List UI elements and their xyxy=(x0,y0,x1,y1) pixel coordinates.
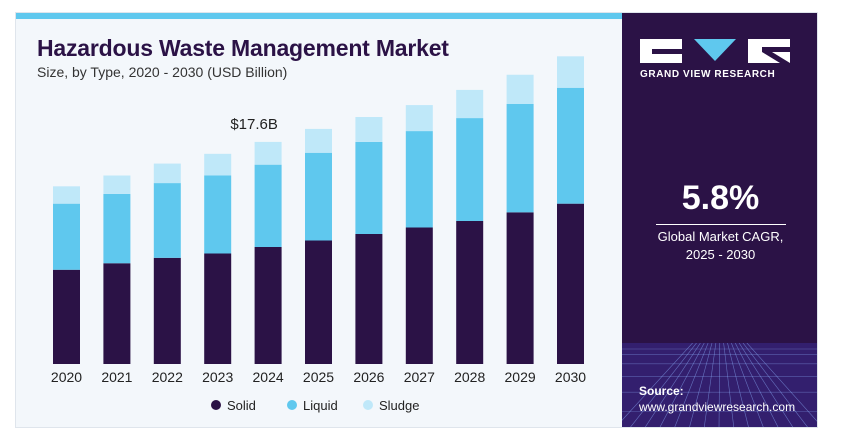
x-tick-label-2021: 2021 xyxy=(101,369,132,385)
bar-sludge-2029 xyxy=(506,74,534,104)
bar-solid-2020 xyxy=(53,269,80,364)
chart-title: Hazardous Waste Management Market xyxy=(37,35,449,61)
bar-sludge-2028 xyxy=(456,89,484,119)
bar-sludge-2025 xyxy=(305,128,332,153)
cagr-label-line-1: Global Market CAGR, xyxy=(657,229,784,244)
bar-solid-2030 xyxy=(557,203,584,364)
bar-liquid-2020 xyxy=(53,203,80,270)
legend-swatch-solid xyxy=(211,400,221,410)
brand-name: GRAND VIEW RESEARCH xyxy=(640,69,776,80)
stacked-bar-chart: 2020 2021 2022 2023 2024 2025 2026 2027 2028 2029… xyxy=(51,56,586,413)
bar-sludge-2020 xyxy=(53,186,80,204)
legend-swatch-sludge xyxy=(363,400,373,410)
bar-liquid-2024 xyxy=(254,164,282,247)
x-tick-label-2024: 2024 xyxy=(253,369,284,385)
bar-solid-2027 xyxy=(405,227,433,364)
x-tick-label-2020: 2020 xyxy=(51,369,82,385)
bar-solid-2022 xyxy=(153,257,181,364)
x-tick-label-2027: 2027 xyxy=(404,369,435,385)
bar-sludge-2027 xyxy=(405,105,433,132)
x-tick-label-2030: 2030 xyxy=(555,369,586,385)
bar-solid-2029 xyxy=(506,212,534,364)
bar-liquid-2026 xyxy=(355,141,383,234)
x-tick-label-2028: 2028 xyxy=(454,369,485,385)
bar-sludge-2022 xyxy=(153,163,181,184)
legend-swatch-liquid xyxy=(287,400,297,410)
bar-solid-2023 xyxy=(204,253,232,364)
data-label-2024: $17.6B xyxy=(230,116,278,133)
accent-bar xyxy=(16,13,622,19)
cagr-value: 5.8% xyxy=(681,179,760,217)
bar-liquid-2023 xyxy=(204,175,232,254)
bar-liquid-2025 xyxy=(305,152,332,241)
bar-solid-2025 xyxy=(305,240,332,364)
x-tick-label-2026: 2026 xyxy=(353,369,384,385)
decorative-mesh xyxy=(622,343,817,427)
bar-sludge-2021 xyxy=(103,175,131,194)
legend-label-solid: Solid xyxy=(227,398,256,413)
brand-logo: GRAND VIEW RESEARCH xyxy=(640,39,800,80)
chart-subtitle: Size, by Type, 2020 - 2030 (USD Billion) xyxy=(37,64,288,80)
x-tick-label-2025: 2025 xyxy=(303,369,334,385)
legend-label-sludge: Sludge xyxy=(379,398,419,413)
logo-mark-icon xyxy=(640,39,790,63)
cagr-label-line-2: 2025 - 2030 xyxy=(685,247,756,262)
x-tick-label-2023: 2023 xyxy=(202,369,233,385)
x-tick-label-2022: 2022 xyxy=(152,369,183,385)
bar-sludge-2026 xyxy=(355,117,383,142)
legend-label-liquid: Liquid xyxy=(303,398,338,413)
bar-solid-2026 xyxy=(355,234,383,364)
bar-liquid-2029 xyxy=(506,104,534,213)
bar-liquid-2021 xyxy=(103,193,131,264)
bar-solid-2028 xyxy=(456,221,484,364)
cagr-divider xyxy=(656,224,786,225)
bar-solid-2021 xyxy=(103,263,131,364)
source-label: Source: xyxy=(639,384,684,398)
info-panel: GRAND VIEW RESEARCH 5.8% Global Market C… xyxy=(622,13,817,427)
bar-liquid-2027 xyxy=(405,131,433,228)
cagr-label: Global Market CAGR, 2025 - 2030 xyxy=(622,228,817,264)
bar-liquid-2022 xyxy=(153,183,181,258)
bar-sludge-2030 xyxy=(557,56,584,88)
source-link[interactable]: www.grandviewresearch.com xyxy=(639,400,796,414)
x-tick-label-2029: 2029 xyxy=(505,369,536,385)
chart-card: Hazardous Waste Management Market Size, … xyxy=(15,12,818,428)
bar-solid-2024 xyxy=(254,247,282,364)
bar-sludge-2023 xyxy=(204,153,232,176)
bar-liquid-2028 xyxy=(456,118,484,221)
bar-liquid-2030 xyxy=(557,87,584,204)
bar-sludge-2024 xyxy=(254,141,282,165)
